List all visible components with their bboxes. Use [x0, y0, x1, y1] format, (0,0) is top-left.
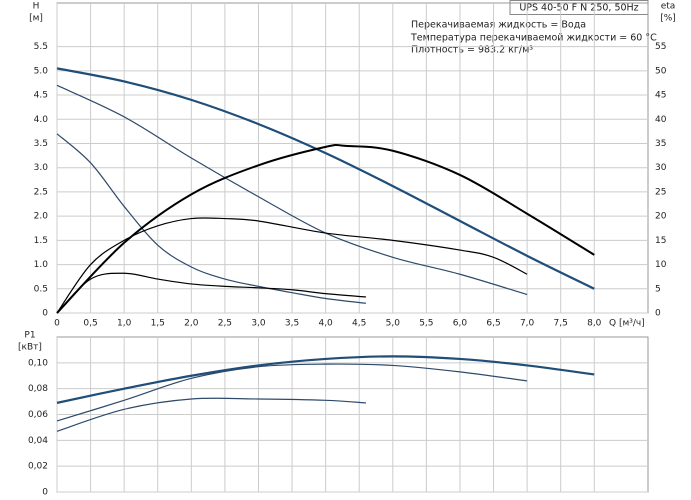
- y2-tick-label: 5: [655, 284, 661, 294]
- y2-tick-label: 35: [655, 139, 666, 149]
- x-tick-label: 4,0: [318, 319, 333, 329]
- y-axis-unit: [кВт]: [18, 343, 42, 353]
- x-axis-label: Q [м³/ч]: [609, 319, 645, 329]
- y-tick-label: 0,02: [28, 462, 48, 472]
- curve: [56, 133, 367, 304]
- curve: [56, 397, 366, 432]
- y2-tick-label: 20: [655, 212, 667, 222]
- y-tick-label: 1.0: [34, 260, 49, 270]
- x-tick-label: 3,5: [285, 319, 299, 329]
- y-tick-label: 3.5: [34, 139, 48, 149]
- x-tick-label: 0: [54, 319, 60, 329]
- annotation: Перекачиваемая жидкость = Вода: [411, 20, 586, 31]
- curve: [56, 355, 595, 404]
- y2-tick-label: 45: [655, 91, 666, 101]
- x-tick-label: 2,0: [184, 319, 199, 329]
- y-tick-label: 5.5: [34, 42, 48, 52]
- x-tick-label: 4,5: [352, 319, 366, 329]
- plot-area: [56, 2, 649, 314]
- y-axis-label: H: [33, 2, 40, 12]
- y2-tick-label: 15: [655, 236, 666, 246]
- curve: [56, 217, 528, 314]
- annotation: Плотность = 983.2 кг/м³: [411, 45, 533, 56]
- x-tick-label: 7,5: [554, 319, 568, 329]
- x-tick-label: 7,0: [520, 319, 535, 329]
- x-tick-label: 3,0: [251, 319, 266, 329]
- y-tick-label: 2.5: [34, 187, 48, 197]
- y-tick-label: 0: [42, 488, 48, 498]
- y2-axis-unit: [%]: [660, 14, 676, 24]
- y-tick-label: 4.0: [34, 115, 49, 125]
- y2-tick-label: 40: [655, 115, 667, 125]
- y2-tick-label: 55: [655, 42, 666, 52]
- curve: [56, 84, 528, 296]
- curve: [56, 67, 595, 290]
- x-tick-label: 5,5: [419, 319, 433, 329]
- x-tick-label: 2,5: [218, 319, 232, 329]
- y2-tick-label: 10: [655, 260, 667, 270]
- x-tick-label: 1,5: [151, 319, 165, 329]
- chart-title: UPS 40-50 F N 250, 50Hz: [519, 3, 638, 14]
- y-tick-label: 0.5: [34, 284, 48, 294]
- curve: [56, 143, 595, 314]
- y-tick-label: 5.0: [34, 66, 49, 76]
- y-axis-unit: [м]: [29, 14, 43, 24]
- curve: [56, 363, 528, 422]
- y-tick-label: 0,06: [28, 410, 48, 420]
- curve: [56, 272, 366, 314]
- y-axis-label: P1: [24, 331, 35, 341]
- y-tick-label: 4.5: [34, 91, 48, 101]
- y-tick-label: 0,04: [28, 436, 48, 446]
- y2-tick-label: 0: [655, 309, 661, 319]
- x-tick-label: 6,5: [486, 319, 500, 329]
- x-tick-label: 0,5: [83, 319, 97, 329]
- y-tick-label: 0,08: [28, 384, 48, 394]
- y-tick-label: 0: [42, 309, 48, 319]
- x-tick-label: 8,0: [587, 319, 602, 329]
- y2-axis-label: eta: [661, 2, 676, 12]
- y-tick-label: 2.0: [34, 212, 49, 222]
- y-tick-label: 1.5: [34, 236, 48, 246]
- y2-tick-label: 30: [655, 163, 667, 173]
- y-tick-label: 0,10: [28, 358, 48, 368]
- y-tick-label: 3.0: [34, 163, 49, 173]
- y2-tick-label: 50: [655, 66, 667, 76]
- x-tick-label: 1,0: [117, 319, 132, 329]
- y2-tick-label: 25: [655, 187, 666, 197]
- annotation: Температура перекачиваемой жидкости = 60…: [410, 33, 657, 44]
- x-tick-label: 5,0: [386, 319, 401, 329]
- x-tick-label: 6,0: [453, 319, 468, 329]
